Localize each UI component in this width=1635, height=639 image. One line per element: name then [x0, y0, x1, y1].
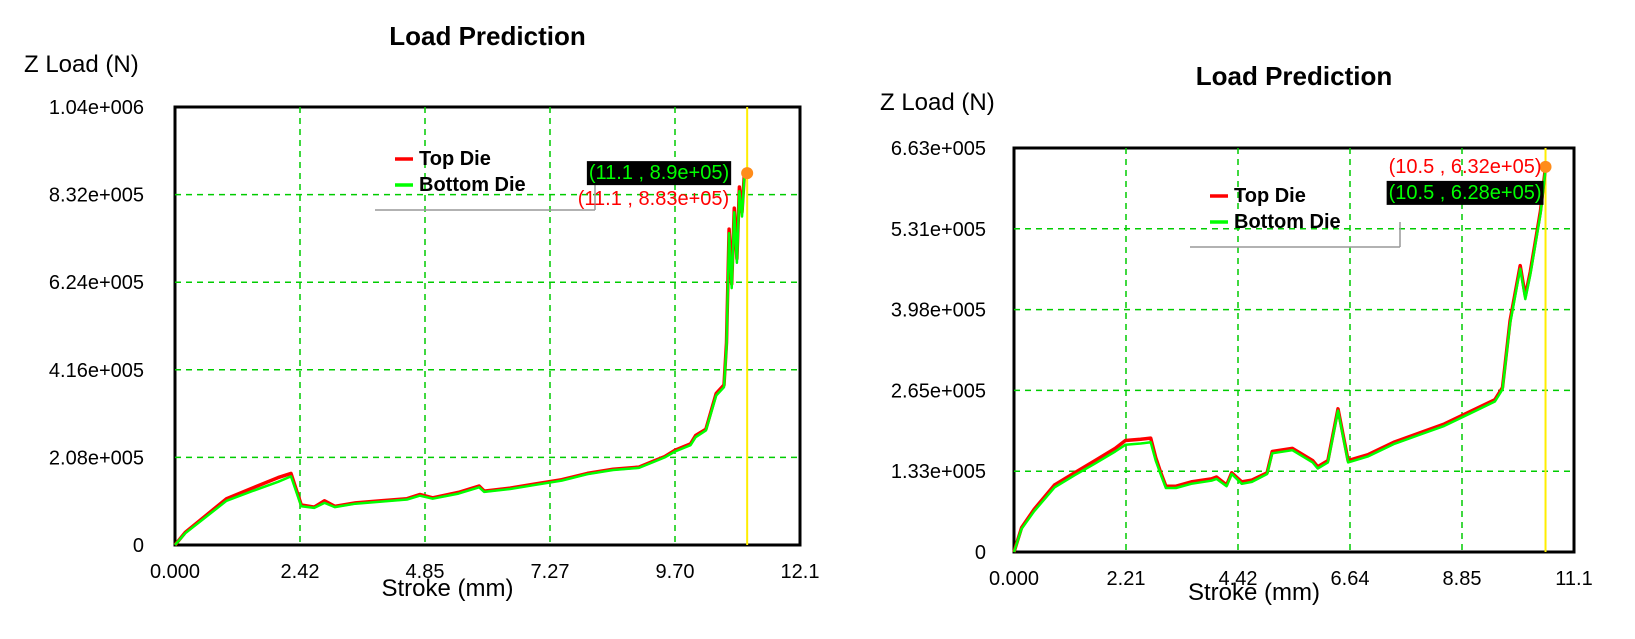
x-tick-label: 4.85 — [406, 561, 445, 583]
legend-label: Top Die — [1234, 185, 1306, 207]
series-line-bottom-die — [174, 171, 748, 546]
annotation-bg — [586, 161, 732, 186]
series-line-bottom-die — [1012, 169, 1547, 553]
cursor-marker — [741, 167, 754, 180]
annotation-label: (10.5 , 6.28e+05) — [1389, 182, 1542, 204]
annotation-label: (10.5 , 6.32e+05) — [1389, 156, 1542, 178]
x-tick-label: 7.27 — [531, 561, 570, 583]
x-tick-label: 2.42 — [281, 561, 320, 583]
x-tick-label: 0.000 — [150, 561, 200, 583]
x-axis-label: Stroke (mm) — [382, 575, 514, 602]
cursor-marker — [1539, 160, 1552, 173]
chart-title: Load Prediction — [1196, 61, 1392, 91]
y-tick-label: 4.16e+005 — [49, 360, 144, 382]
x-tick-label: 9.70 — [656, 561, 695, 583]
legend: Top Die Bottom Die — [1190, 185, 1401, 248]
y-tick-label: 3.98e+005 — [891, 300, 986, 322]
x-tick-label: 11.1 — [1555, 568, 1592, 590]
x-tick-label: 6.64 — [1331, 568, 1370, 590]
chart-title: Load Prediction — [389, 21, 585, 51]
y-tick-label: 2.65e+005 — [891, 380, 986, 402]
y-tick-label: 6.24e+005 — [49, 272, 144, 294]
x-axis-label: Stroke (mm) — [1188, 579, 1320, 606]
annotation-label: (11.1 , 8.83e+05) — [578, 188, 729, 210]
y-tick-label: 0 — [975, 542, 986, 564]
y-tick-label: 6.63e+005 — [891, 138, 986, 160]
y-axis-label: Z Load (N) — [880, 89, 995, 116]
y-tick-label: 0 — [133, 535, 144, 557]
x-tick-label: 0.000 — [989, 568, 1039, 590]
y-tick-label: 1.33e+005 — [891, 461, 986, 483]
x-tick-label: 2.21 — [1107, 568, 1146, 590]
annotation-bg — [1386, 180, 1544, 205]
y-tick-label: 8.32e+005 — [49, 185, 144, 207]
y-tick-label: 1.04e+006 — [49, 97, 144, 119]
x-tick-label: 4.42 — [1219, 568, 1258, 590]
y-axis-label: Z Load (N) — [24, 51, 139, 78]
legend: Top Die Bottom Die — [375, 148, 596, 211]
annotation-label: (11.1 , 8.9e+05) — [589, 162, 729, 184]
y-tick-label: 2.08e+005 — [49, 447, 144, 469]
chart-1: Load Prediction Z Load (N) 0.000 2.42 4.85 7.… — [24, 21, 819, 602]
chart-2: Load Prediction Z Load (N) 0.000 2.21 4.42 6.… — [880, 61, 1593, 606]
legend-label: Bottom Die — [419, 174, 526, 196]
x-tick-label: 12.1 — [781, 561, 820, 583]
x-tick-label: 8.85 — [1443, 568, 1482, 590]
y-tick-label: 5.31e+005 — [891, 219, 986, 241]
plot-area — [1012, 146, 1576, 554]
legend-label: Top Die — [419, 148, 491, 170]
legend-label: Bottom Die — [1234, 211, 1341, 233]
